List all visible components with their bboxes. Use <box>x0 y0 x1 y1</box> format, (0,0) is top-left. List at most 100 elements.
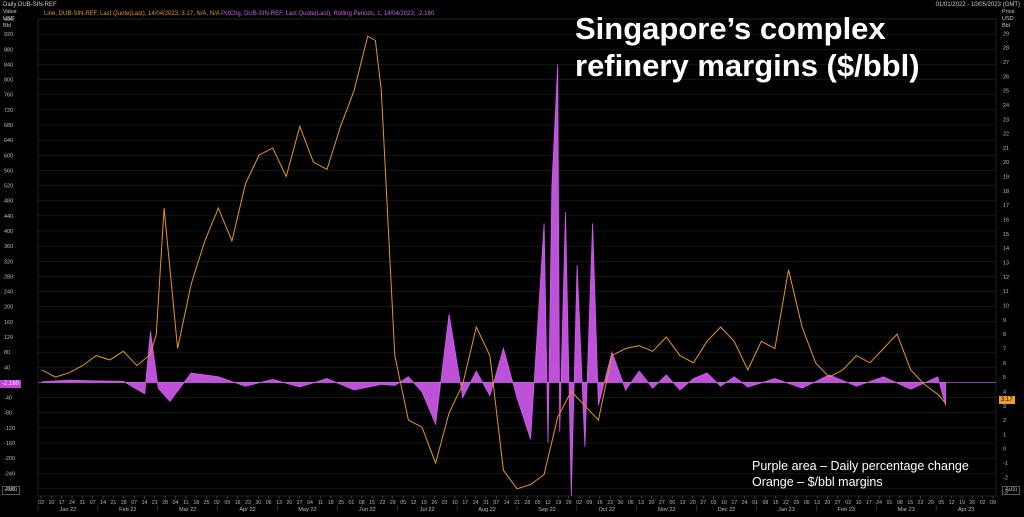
right-tick-label: 7 <box>1003 346 1006 352</box>
left-axis-unit: Value USD Bbl <box>3 9 17 30</box>
x-day-label: 27 <box>835 500 841 506</box>
x-day-label: 27 <box>659 500 665 506</box>
left-tick-label: 440 <box>4 214 13 220</box>
right-tick-label: 26 <box>1003 74 1009 80</box>
x-day-label: 16 <box>235 500 241 506</box>
left-tick-label: 160 <box>4 320 13 326</box>
left-tick-label: 720 <box>4 108 13 114</box>
x-day-label: 08 <box>762 500 768 506</box>
left-last-value-badge: -2.160 <box>0 380 22 388</box>
left-tick-label: 240 <box>4 290 13 296</box>
x-day-label: 12 <box>411 500 417 506</box>
x-day-label: 25 <box>338 500 344 506</box>
x-day-label: 06 <box>628 500 634 506</box>
note-purple: Purple area – Daily percentage change <box>752 459 969 473</box>
x-day-label: 22 <box>918 500 924 506</box>
left-tick-label: 320 <box>4 259 13 265</box>
left-tick-label: 920 <box>4 32 13 38</box>
title-line-1: Singapore’s complex <box>575 11 886 46</box>
right-tick-label: 14 <box>1003 246 1009 252</box>
x-day-label: 02 <box>980 500 986 506</box>
left-tick-label: 480 <box>4 199 13 205</box>
x-day-label: 07 <box>493 500 499 506</box>
x-day-label: 06 <box>266 500 272 506</box>
x-day-label: 31 <box>80 500 86 506</box>
x-day-label: 05 <box>400 500 406 506</box>
right-tick-label: 23 <box>1003 117 1009 123</box>
right-tick-label: 20 <box>1003 160 1009 166</box>
x-day-label: 24 <box>473 500 479 506</box>
x-day-label: 02 <box>214 500 220 506</box>
x-day-label: 10 <box>856 500 862 506</box>
left-tick-label: -240 <box>4 471 15 477</box>
x-day-label: 09 <box>990 500 996 506</box>
x-month-label: Jan 22 <box>60 507 77 512</box>
legend-line: Line, DUB-SIN-REF, Last Quote(Last), 14/… <box>44 11 434 17</box>
right-unit-line: USD <box>1002 16 1014 22</box>
right-tick-label: 2 <box>1003 418 1006 424</box>
x-day-label: 31 <box>483 500 489 506</box>
right-tick-label: 3 <box>1003 404 1006 410</box>
x-day-label: 30 <box>255 500 261 506</box>
x-day-label: 26 <box>431 500 437 506</box>
left-tick-label: 520 <box>4 184 13 190</box>
x-day-label: 01 <box>349 500 355 506</box>
x-month-label: Dec 22 <box>718 507 736 512</box>
auto-scale-button-left[interactable]: Auto <box>2 486 21 495</box>
right-tick-label: 15 <box>1003 232 1009 238</box>
right-unit-line: Bbl <box>1002 23 1010 29</box>
right-tick-label: 28 <box>1003 46 1009 52</box>
x-day-label: 15 <box>773 500 779 506</box>
x-day-label: 08 <box>897 500 903 506</box>
right-tick-label: 5 <box>1003 375 1006 381</box>
x-month-label: Nov 22 <box>658 507 676 512</box>
auto-scale-button-right[interactable]: Auto <box>1002 486 1021 495</box>
right-axis-unit: Price USD Bbl <box>1002 9 1015 30</box>
left-tick-label: 600 <box>4 153 13 159</box>
x-month-label: Jul 22 <box>420 507 435 512</box>
x-day-label: 26 <box>566 500 572 506</box>
x-month-label: Sep 22 <box>538 507 556 512</box>
left-tick-label: 680 <box>4 123 13 129</box>
x-day-label: 11 <box>318 500 323 506</box>
x-day-label: 13 <box>680 500 686 506</box>
right-unit-line: Price <box>1002 9 1015 15</box>
left-unit-line: USD <box>3 16 15 22</box>
right-tick-label: 8 <box>1003 332 1006 338</box>
right-tick-label: 9 <box>1003 318 1006 324</box>
x-day-label: 24 <box>742 500 748 506</box>
x-month-label: Oct 22 <box>599 507 615 512</box>
x-day-label: 14 <box>100 500 106 506</box>
x-month-label: Mar 22 <box>179 507 196 512</box>
right-tick-label: 19 <box>1003 175 1009 181</box>
left-tick-label: 200 <box>4 305 13 311</box>
x-day-label: 17 <box>59 500 65 506</box>
left-tick-label: 800 <box>4 78 13 84</box>
right-tick-label: -1 <box>1003 461 1008 467</box>
x-day-label: 13 <box>276 500 282 506</box>
left-tick-label: 840 <box>4 62 13 68</box>
date-range: 01/01/2022 - 10/05/2023 (GMT) <box>935 2 1020 8</box>
legend-pct-series: PctChg, DUB-SIN-REF, Last Quote(Last), R… <box>221 11 435 17</box>
x-day-label: 13 <box>638 500 644 506</box>
x-day-label: 06 <box>804 500 810 506</box>
x-day-label: 12 <box>545 500 551 506</box>
right-tick-label: -2 <box>1003 475 1008 481</box>
left-tick-label: 880 <box>4 47 13 53</box>
x-day-label: 05 <box>535 500 541 506</box>
right-tick-label: 29 <box>1003 31 1009 37</box>
x-day-label: 03 <box>38 500 44 506</box>
pct-change-area <box>41 64 946 497</box>
right-tick-label: 6 <box>1003 361 1006 367</box>
x-day-label: 18 <box>328 500 334 506</box>
left-tick-label: 120 <box>4 335 13 341</box>
x-day-label: 16 <box>597 500 603 506</box>
x-day-label: 27 <box>297 500 303 506</box>
x-day-label: 20 <box>690 500 696 506</box>
right-last-value-badge: 3.17 <box>999 396 1015 404</box>
left-tick-label: -160 <box>4 441 15 447</box>
x-day-label: 10 <box>721 500 727 506</box>
x-day-label: 07 <box>131 500 137 506</box>
